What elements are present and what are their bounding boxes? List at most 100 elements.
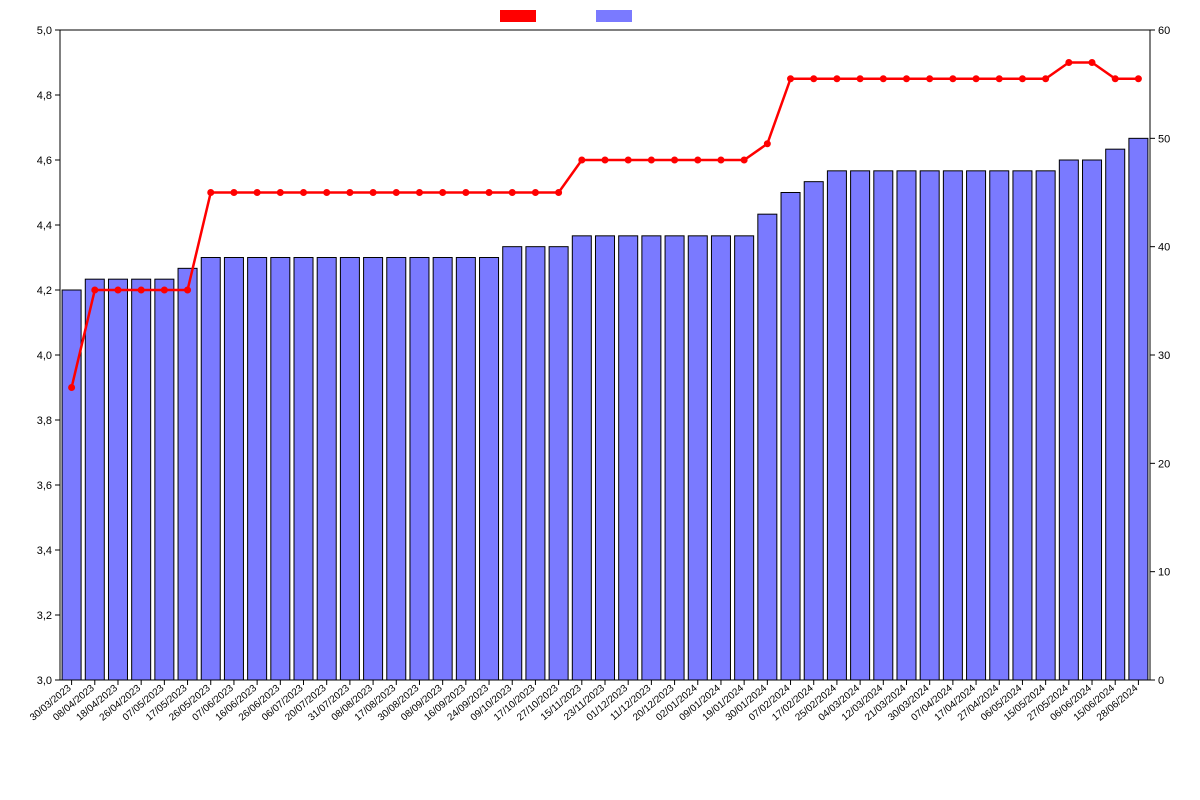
bar bbox=[688, 236, 707, 680]
left-tick-label: 4,4 bbox=[37, 220, 52, 232]
line-marker bbox=[509, 190, 515, 196]
bar bbox=[990, 171, 1009, 680]
bar bbox=[1083, 160, 1102, 680]
line-marker bbox=[672, 157, 678, 163]
line-marker bbox=[625, 157, 631, 163]
line-marker bbox=[811, 76, 817, 82]
line-marker bbox=[208, 190, 214, 196]
bar bbox=[456, 258, 475, 681]
bar bbox=[317, 258, 336, 681]
bar bbox=[178, 268, 197, 680]
combo-chart: 3,03,23,43,63,84,04,24,44,64,85,00102030… bbox=[0, 0, 1200, 800]
left-tick-label: 5,0 bbox=[37, 25, 52, 37]
line-marker bbox=[161, 287, 167, 293]
bar bbox=[155, 279, 174, 680]
bar bbox=[967, 171, 986, 680]
line-marker bbox=[834, 76, 840, 82]
left-tick-label: 3,6 bbox=[37, 480, 52, 492]
bar bbox=[735, 236, 754, 680]
left-tick-label: 3,4 bbox=[37, 545, 52, 557]
left-tick-label: 4,2 bbox=[37, 285, 52, 297]
line-marker bbox=[602, 157, 608, 163]
bar bbox=[1059, 160, 1078, 680]
line-marker bbox=[927, 76, 933, 82]
line-marker bbox=[486, 190, 492, 196]
bar bbox=[433, 258, 452, 681]
bar bbox=[340, 258, 359, 681]
line-marker bbox=[1135, 76, 1141, 82]
line-marker bbox=[741, 157, 747, 163]
bar bbox=[874, 171, 893, 680]
line-marker bbox=[463, 190, 469, 196]
line-marker bbox=[277, 190, 283, 196]
bar bbox=[851, 171, 870, 680]
bar bbox=[920, 171, 939, 680]
bar bbox=[619, 236, 638, 680]
right-tick-label: 30 bbox=[1158, 350, 1170, 362]
bar bbox=[201, 258, 220, 681]
right-tick-label: 40 bbox=[1158, 242, 1170, 254]
line-marker bbox=[579, 157, 585, 163]
line-marker bbox=[1043, 76, 1049, 82]
bar bbox=[294, 258, 313, 681]
bar bbox=[62, 290, 81, 680]
right-tick-label: 0 bbox=[1158, 675, 1164, 687]
line-marker bbox=[695, 157, 701, 163]
line-marker bbox=[324, 190, 330, 196]
bar bbox=[549, 247, 568, 680]
left-tick-label: 4,8 bbox=[37, 90, 52, 102]
legend-swatch bbox=[596, 10, 632, 22]
line-marker bbox=[254, 190, 260, 196]
line-marker bbox=[347, 190, 353, 196]
line-marker bbox=[1066, 60, 1072, 66]
line-marker bbox=[857, 76, 863, 82]
bar bbox=[526, 247, 545, 680]
line-marker bbox=[393, 190, 399, 196]
right-tick-label: 20 bbox=[1158, 458, 1170, 470]
bar bbox=[108, 279, 127, 680]
bar bbox=[711, 236, 730, 680]
bar bbox=[1013, 171, 1032, 680]
line-marker bbox=[950, 76, 956, 82]
line-marker bbox=[718, 157, 724, 163]
bar bbox=[387, 258, 406, 681]
line-marker bbox=[115, 287, 121, 293]
bar bbox=[595, 236, 614, 680]
bar bbox=[897, 171, 916, 680]
left-tick-label: 3,8 bbox=[37, 415, 52, 427]
left-tick-label: 4,0 bbox=[37, 350, 52, 362]
bar bbox=[804, 182, 823, 680]
left-tick-label: 3,2 bbox=[37, 610, 52, 622]
bar bbox=[480, 258, 499, 681]
line-marker bbox=[440, 190, 446, 196]
bar bbox=[271, 258, 290, 681]
bar bbox=[572, 236, 591, 680]
bar bbox=[224, 258, 243, 681]
line-marker bbox=[69, 385, 75, 391]
line-marker bbox=[556, 190, 562, 196]
line-marker bbox=[370, 190, 376, 196]
bar bbox=[665, 236, 684, 680]
bar bbox=[781, 193, 800, 681]
line-marker bbox=[231, 190, 237, 196]
line-marker bbox=[138, 287, 144, 293]
line-marker bbox=[416, 190, 422, 196]
line-marker bbox=[532, 190, 538, 196]
bar bbox=[410, 258, 429, 681]
right-tick-label: 60 bbox=[1158, 25, 1170, 37]
line-marker bbox=[973, 76, 979, 82]
bar bbox=[758, 214, 777, 680]
line-marker bbox=[1112, 76, 1118, 82]
line-marker bbox=[301, 190, 307, 196]
bar bbox=[248, 258, 267, 681]
line-marker bbox=[996, 76, 1002, 82]
line-marker bbox=[764, 141, 770, 147]
bar bbox=[943, 171, 962, 680]
line-marker bbox=[903, 76, 909, 82]
bar bbox=[503, 247, 522, 680]
left-tick-label: 3,0 bbox=[37, 675, 52, 687]
bar bbox=[85, 279, 104, 680]
line-marker bbox=[92, 287, 98, 293]
left-tick-label: 4,6 bbox=[37, 155, 52, 167]
bar bbox=[364, 258, 383, 681]
